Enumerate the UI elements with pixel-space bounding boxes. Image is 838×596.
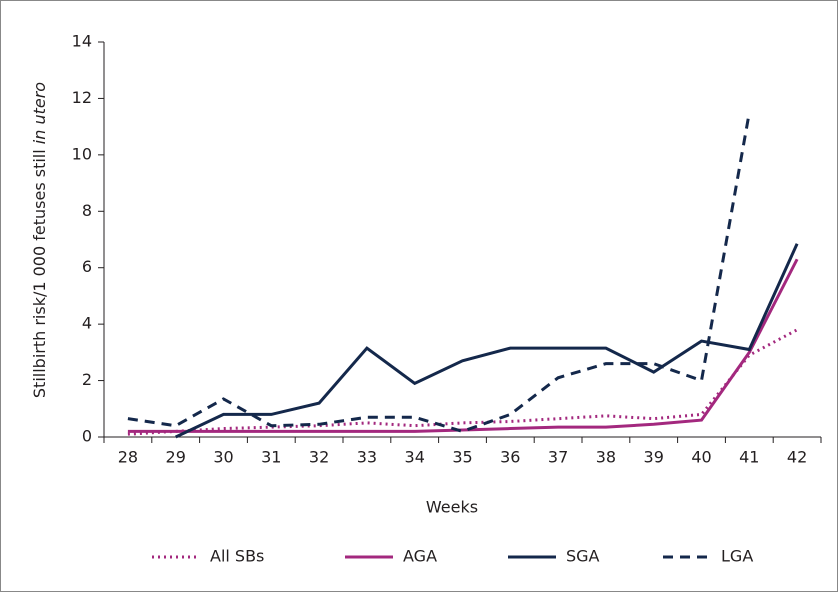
series-line xyxy=(127,112,751,433)
x-tick-label: 29 xyxy=(166,448,186,467)
y-tick-label: 10 xyxy=(72,144,92,163)
series-line xyxy=(127,328,798,436)
y-axis-label: Stillbirth risk/1 000 fetuses still in u… xyxy=(30,82,49,398)
x-tick-label: 40 xyxy=(691,448,711,467)
x-tick-label: 38 xyxy=(596,448,616,467)
legend-label: SGA xyxy=(566,547,600,566)
y-axis-label-text: Stillbirth risk/1 000 fetuses still xyxy=(30,149,49,398)
y-tick-label: 12 xyxy=(72,88,92,107)
x-tick-label: 39 xyxy=(644,448,664,467)
x-tick-label: 35 xyxy=(452,448,472,467)
x-tick-label: 32 xyxy=(309,448,329,467)
y-tick-label: 2 xyxy=(82,370,92,389)
y-tick-label: 6 xyxy=(82,257,92,276)
y-tick-label: 4 xyxy=(82,314,92,333)
legend-label: LGA xyxy=(721,547,753,566)
x-axis-label: Weeks xyxy=(426,498,478,517)
x-tick-label: 28 xyxy=(118,448,138,467)
series-line xyxy=(127,258,799,433)
x-tick-label: 37 xyxy=(548,448,568,467)
x-tick-label: 33 xyxy=(357,448,377,467)
legend-label: All SBs xyxy=(210,547,264,566)
legend-label: AGA xyxy=(403,547,437,566)
x-tick-label: 34 xyxy=(405,448,425,467)
y-tick-label: 8 xyxy=(82,201,92,220)
x-tick-label: 42 xyxy=(787,448,807,467)
x-tick-label: 36 xyxy=(500,448,520,467)
series-line xyxy=(175,243,799,439)
x-tick-label: 31 xyxy=(261,448,281,467)
x-tick-label: 41 xyxy=(739,448,759,467)
y-tick-label: 14 xyxy=(72,32,92,51)
y-axis-label-italic: in utero xyxy=(30,82,49,145)
x-tick-label: 30 xyxy=(213,448,233,467)
y-tick-label: 0 xyxy=(82,427,92,446)
